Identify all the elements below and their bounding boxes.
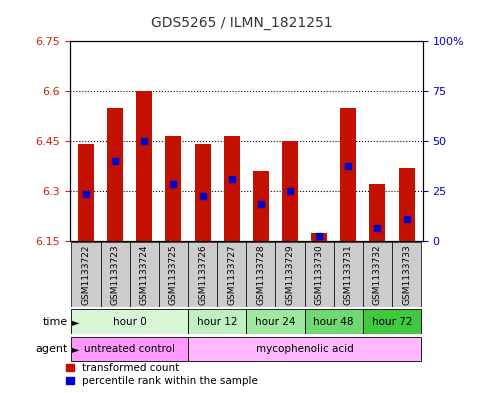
Bar — [224, 136, 240, 241]
Text: hour 0: hour 0 — [113, 317, 147, 327]
Text: GSM1133722: GSM1133722 — [82, 245, 90, 305]
Text: hour 12: hour 12 — [197, 317, 238, 327]
Bar — [71, 336, 188, 361]
Text: hour 48: hour 48 — [313, 317, 354, 327]
Text: hour 72: hour 72 — [372, 317, 412, 327]
Bar — [246, 309, 305, 334]
Bar — [275, 242, 305, 307]
Bar — [305, 309, 363, 334]
Text: GSM1133731: GSM1133731 — [344, 244, 353, 305]
Text: GSM1133728: GSM1133728 — [256, 244, 265, 305]
Bar — [398, 168, 414, 241]
Bar — [363, 242, 392, 307]
Bar — [78, 144, 94, 241]
Legend: transformed count, percentile rank within the sample: transformed count, percentile rank withi… — [66, 363, 258, 386]
Bar — [392, 242, 421, 307]
Text: GSM1133726: GSM1133726 — [198, 244, 207, 305]
Bar — [130, 242, 159, 307]
Text: GSM1133725: GSM1133725 — [169, 244, 178, 305]
Text: ►: ► — [72, 317, 80, 327]
Text: ►: ► — [72, 344, 80, 354]
Bar — [195, 144, 211, 241]
Text: GSM1133724: GSM1133724 — [140, 245, 149, 305]
Bar — [107, 108, 123, 241]
Bar — [71, 309, 188, 334]
Text: GSM1133723: GSM1133723 — [111, 244, 120, 305]
Bar — [341, 108, 356, 241]
Bar — [188, 309, 246, 334]
Text: GSM1133730: GSM1133730 — [315, 244, 324, 305]
Text: GDS5265 / ILMN_1821251: GDS5265 / ILMN_1821251 — [151, 16, 332, 30]
Text: GSM1133729: GSM1133729 — [285, 244, 295, 305]
Bar — [100, 242, 130, 307]
Bar — [136, 91, 152, 241]
Bar — [217, 242, 246, 307]
Text: GSM1133727: GSM1133727 — [227, 244, 236, 305]
Bar — [188, 242, 217, 307]
Bar — [71, 242, 100, 307]
Text: GSM1133732: GSM1133732 — [373, 244, 382, 305]
Text: mycophenolic acid: mycophenolic acid — [256, 344, 354, 354]
Text: time: time — [43, 317, 68, 327]
Text: hour 24: hour 24 — [255, 317, 296, 327]
Bar — [334, 242, 363, 307]
Bar — [363, 309, 421, 334]
Bar — [253, 171, 269, 241]
Bar — [369, 184, 385, 241]
Bar — [166, 136, 182, 241]
Text: untreated control: untreated control — [84, 344, 175, 354]
Bar — [188, 336, 421, 361]
Bar — [311, 233, 327, 241]
Bar — [159, 242, 188, 307]
Bar — [282, 141, 298, 241]
Text: agent: agent — [35, 344, 68, 354]
Text: GSM1133733: GSM1133733 — [402, 244, 411, 305]
Bar — [305, 242, 334, 307]
Bar — [246, 242, 275, 307]
